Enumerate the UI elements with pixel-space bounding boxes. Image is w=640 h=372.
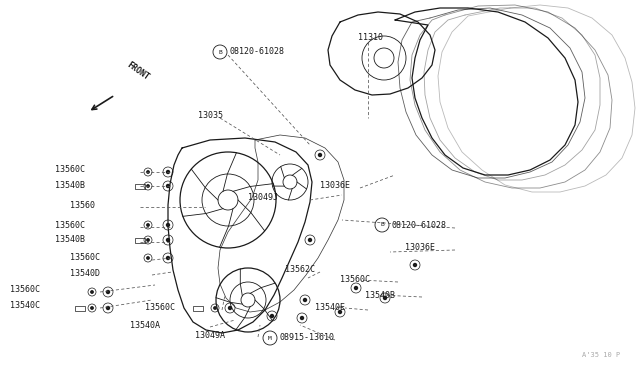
Text: B: B	[218, 49, 222, 55]
Text: 08915-13610: 08915-13610	[280, 334, 335, 343]
Circle shape	[308, 238, 312, 241]
Text: 13540B: 13540B	[365, 291, 395, 299]
Text: 08120-61028: 08120-61028	[392, 221, 447, 230]
Text: 13560C: 13560C	[70, 253, 100, 263]
Text: 13049A: 13049A	[195, 330, 225, 340]
Bar	[135, 183, 145, 189]
Circle shape	[91, 307, 93, 309]
Circle shape	[214, 307, 216, 309]
Text: 13540C: 13540C	[10, 301, 40, 311]
Text: B: B	[380, 222, 384, 228]
Text: 13540D: 13540D	[70, 269, 100, 278]
Text: FRONT: FRONT	[125, 60, 150, 82]
Text: 13540A: 13540A	[130, 321, 160, 330]
Circle shape	[355, 286, 358, 289]
Circle shape	[147, 224, 149, 226]
Circle shape	[339, 311, 342, 314]
Circle shape	[166, 224, 170, 227]
Text: 13560C: 13560C	[340, 276, 370, 285]
Circle shape	[166, 185, 170, 187]
Text: 08120-61028: 08120-61028	[230, 48, 285, 57]
Text: M: M	[268, 336, 272, 340]
Circle shape	[147, 185, 149, 187]
Circle shape	[147, 257, 149, 259]
Circle shape	[301, 317, 303, 320]
Text: 13035: 13035	[198, 110, 223, 119]
Circle shape	[166, 238, 170, 241]
Text: 13540B: 13540B	[55, 180, 85, 189]
Circle shape	[166, 170, 170, 173]
Text: 11310: 11310	[358, 33, 383, 42]
Text: 13560C: 13560C	[10, 285, 40, 295]
Circle shape	[228, 307, 232, 310]
Circle shape	[383, 296, 387, 299]
Text: A'35 10 P: A'35 10 P	[582, 352, 620, 358]
Circle shape	[166, 257, 170, 260]
Circle shape	[271, 314, 273, 317]
Text: 13036E: 13036E	[405, 244, 435, 253]
Text: 13562C: 13562C	[285, 266, 315, 275]
Circle shape	[106, 307, 109, 310]
Text: 13049J: 13049J	[248, 193, 278, 202]
Circle shape	[319, 154, 321, 157]
Text: 13560C: 13560C	[145, 304, 175, 312]
Text: 13560: 13560	[70, 201, 95, 209]
Bar	[135, 237, 145, 243]
Circle shape	[147, 239, 149, 241]
Circle shape	[303, 298, 307, 301]
Circle shape	[106, 291, 109, 294]
Circle shape	[147, 171, 149, 173]
Circle shape	[91, 291, 93, 293]
Text: 13560C: 13560C	[55, 221, 85, 230]
Text: 13036E: 13036E	[320, 180, 350, 189]
Bar	[75, 305, 85, 311]
Text: 13540B: 13540B	[55, 235, 85, 244]
Text: 13560C: 13560C	[55, 166, 85, 174]
Bar	[193, 305, 203, 311]
Circle shape	[413, 263, 417, 266]
Text: 13540E: 13540E	[315, 304, 345, 312]
